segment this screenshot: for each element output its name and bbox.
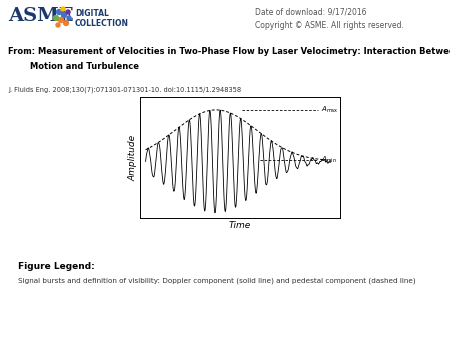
Text: $A_\mathrm{max}$: $A_\mathrm{max}$ <box>321 105 339 115</box>
Text: Signal bursts and definition of visibility: Doppler component (solid line) and p: Signal bursts and definition of visibili… <box>18 278 416 285</box>
Circle shape <box>58 18 63 23</box>
Circle shape <box>57 9 62 15</box>
Text: Copyright © ASME. All rights reserved.: Copyright © ASME. All rights reserved. <box>255 21 404 29</box>
Circle shape <box>56 23 60 27</box>
Circle shape <box>66 10 70 14</box>
Circle shape <box>63 21 68 25</box>
Circle shape <box>54 16 58 21</box>
Text: Figure Legend:: Figure Legend: <box>18 262 95 271</box>
Y-axis label: Amplitude: Amplitude <box>128 135 137 180</box>
Text: ASME: ASME <box>8 7 74 25</box>
Text: J. Fluids Eng. 2008;130(7):071301-071301-10. doi:10.1115/1.2948358: J. Fluids Eng. 2008;130(7):071301-071301… <box>8 87 241 93</box>
Circle shape <box>67 16 71 20</box>
Circle shape <box>61 7 65 11</box>
Text: $A_\mathrm{min}$: $A_\mathrm{min}$ <box>321 155 338 165</box>
Text: From: Measurement of Velocities in Two-Phase Flow by Laser Velocimetry: Interact: From: Measurement of Velocities in Two-P… <box>8 48 450 56</box>
X-axis label: Time: Time <box>229 221 251 230</box>
Circle shape <box>62 13 67 18</box>
Text: COLLECTION: COLLECTION <box>75 20 129 28</box>
Text: Date of download: 9/17/2016: Date of download: 9/17/2016 <box>255 7 366 17</box>
Text: Motion and Turbulence: Motion and Turbulence <box>30 63 139 72</box>
Text: DIGITAL: DIGITAL <box>75 8 109 18</box>
